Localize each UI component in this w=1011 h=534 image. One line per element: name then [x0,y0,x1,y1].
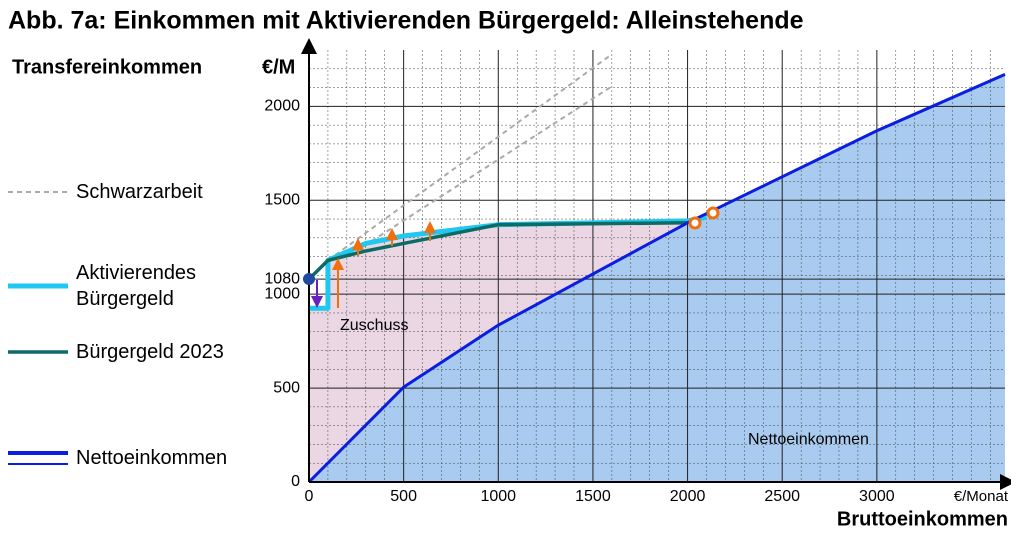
x-tick-label: 500 [390,488,417,505]
y-tick-label: 1500 [264,191,300,208]
x-tick-label: 2500 [764,488,800,505]
y-axis-label: Transfereinkommen [12,56,202,78]
x-tick-label: 1000 [480,488,516,505]
x-tick-label: 2000 [670,488,706,505]
y-tick-label: 0 [291,473,300,490]
x-tick-label: 0 [305,488,314,505]
x-tick-label: 1500 [575,488,611,505]
line [307,221,688,281]
y-tick-label: 500 [273,379,300,396]
x-unit: €/Monat [954,488,1009,505]
line [327,54,611,262]
x-tick-label: 3000 [859,488,895,505]
legend-label: Schwarzarbeit [76,181,203,203]
y-tick-label: 1000 [264,285,300,302]
annotation: Nettoeinkommen [748,431,869,448]
y-tick-label: 1080 [264,270,300,287]
legend-label: Aktivierendes Bürgergeld [76,262,197,310]
annotation-marks [303,206,720,308]
annotation: Zuschuss [340,317,408,334]
y-unit: €/M [262,56,295,78]
legend-label: Bürgergeld 2023 [76,341,224,363]
line [307,73,1006,484]
legend-label: Nettoeinkommen [76,447,228,469]
chart-title: Abb. 7a: Einkommen mit Aktivierenden Bür… [8,7,804,35]
x-axis-label: Bruttoeinkommen [837,508,1008,530]
area [309,74,1005,482]
y-tick-label: 2000 [264,98,300,115]
